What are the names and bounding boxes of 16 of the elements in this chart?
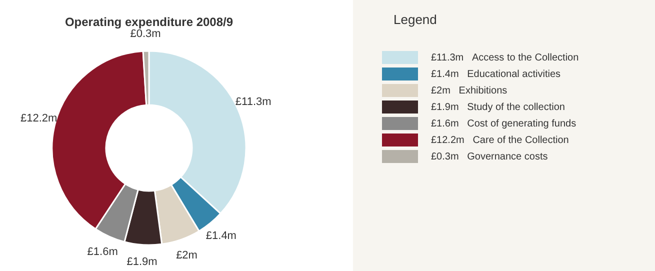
legend-label: £11.3m Access to the Collection [431,52,579,64]
chart-title: Operating expenditure 2008/9 [64,15,234,29]
legend-label: £12.2m Care of the Collection [431,135,569,146]
data-label: £2m [176,250,198,262]
data-label: £12.2m [20,112,58,125]
data-label: £1.6m [87,246,118,258]
legend-label: £0.3m Governance costs [431,152,548,162]
legend-title: Legend [394,12,437,27]
data-label: £1.4m [206,230,236,242]
legend-label: £2m Exhibitions [431,86,508,96]
legend-label: £1.9m Study of the collection [431,102,565,113]
data-label: £1.9m [126,256,158,268]
legend-label: £1.6m Cost of generating funds [431,118,576,130]
data-label: £11.3m [235,96,272,108]
data-label: £0.3m [130,28,161,40]
legend-label: £1.4m Educational activities [431,69,561,80]
